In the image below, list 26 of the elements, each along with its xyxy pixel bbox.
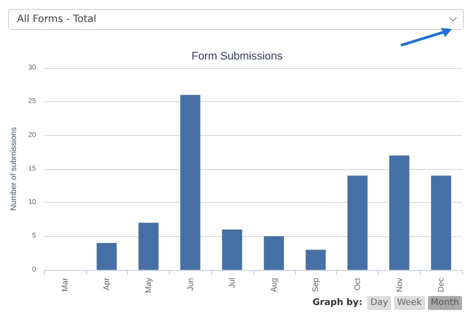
x-tick-label: Apr (102, 278, 112, 290)
x-tick-label: Dec (436, 278, 446, 292)
text: Day (367, 296, 392, 310)
x-tick-label: Nov (394, 278, 404, 292)
bar (180, 94, 200, 270)
bar (431, 176, 452, 270)
bar (96, 242, 117, 270)
x-tick-label: Aug (269, 278, 278, 292)
y-axis-title: Number of submissions (8, 127, 18, 211)
bar (222, 230, 242, 270)
bar (306, 250, 326, 270)
bar (264, 236, 284, 270)
x-tick-label: Mar (60, 278, 70, 292)
text: Month (428, 296, 462, 310)
x-tick-label: Jun (186, 278, 195, 291)
x-tick-label: Jul (228, 278, 237, 288)
bar (138, 222, 159, 270)
text: Week (394, 296, 425, 310)
x-tick-label: May (144, 278, 153, 294)
x-tick-label: Sep (311, 277, 320, 292)
bar (389, 155, 410, 270)
chart-title: Form Submissions (191, 50, 284, 62)
x-tick-label: Oct (353, 277, 362, 290)
text: Graph by: (312, 298, 362, 308)
bar (347, 176, 368, 270)
text: All Forms - Total (17, 14, 96, 25)
